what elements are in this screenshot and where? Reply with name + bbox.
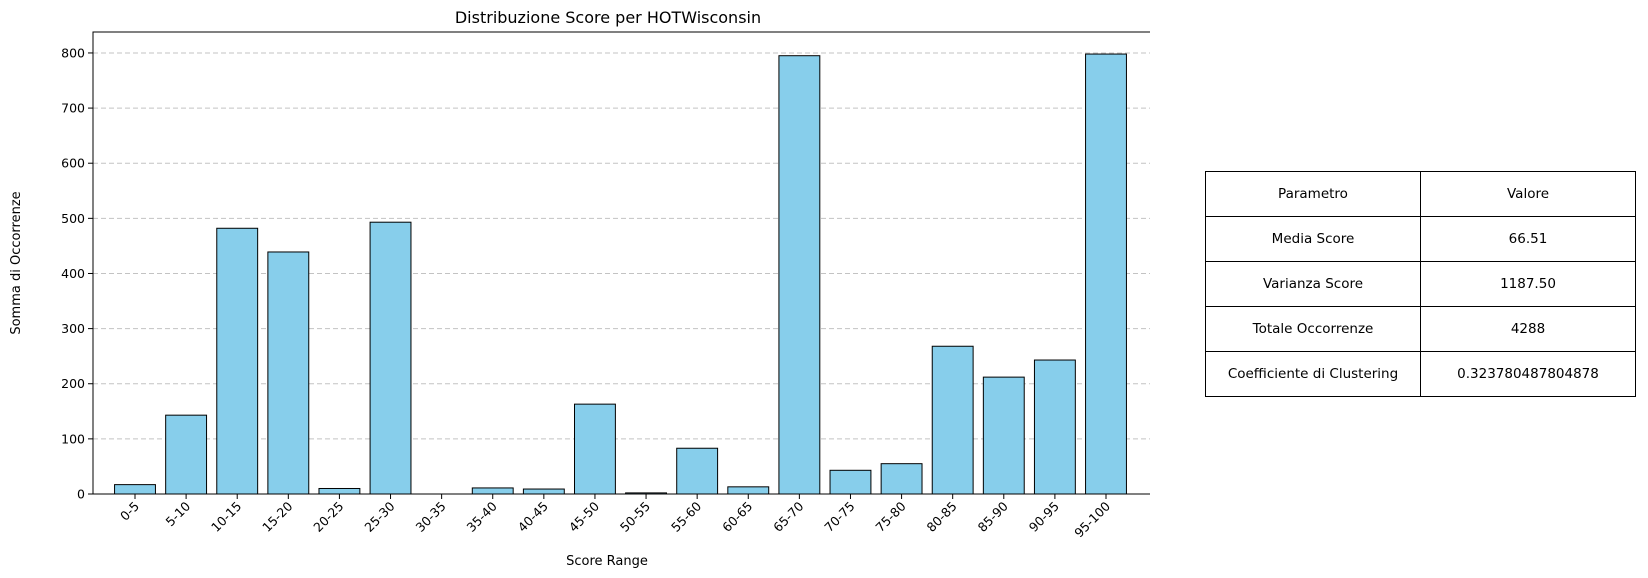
x-tick-label: 25-30 <box>361 498 397 534</box>
bar-5-10 <box>165 414 208 495</box>
table-cell-param: Media Score <box>1205 216 1421 262</box>
x-tick-label: 95-100 <box>1071 498 1113 540</box>
y-tick-label: 800 <box>61 45 85 60</box>
x-tick-label: 30-35 <box>412 499 448 535</box>
x-axis-ticks: 0-5 5-10 10-15 15-20 20-25 25-30 30-35 35-40 40-… <box>117 494 1113 540</box>
bar-75-80 <box>880 463 923 495</box>
bar-55-60 <box>676 447 719 495</box>
x-tick-label: 85-90 <box>975 498 1011 534</box>
x-tick-label: 90-95 <box>1026 499 1062 535</box>
y-tick-label: 100 <box>61 431 85 446</box>
x-tick-label: 35-40 <box>464 498 500 534</box>
table-row: Totale Occorrenze 4288 <box>1205 306 1636 352</box>
bar-15-20 <box>267 251 310 495</box>
table-header-row: Parametro Valore <box>1205 171 1636 217</box>
bar-60-65 <box>727 486 770 495</box>
x-tick-label: 55-60 <box>668 498 704 534</box>
table-cell-param: Totale Occorrenze <box>1205 306 1421 352</box>
table-row: Media Score 66.51 <box>1205 216 1636 262</box>
bar-45-50 <box>574 403 616 495</box>
table-cell-value: 0.323780487804878 <box>1420 351 1636 397</box>
x-tick-label: 5-10 <box>163 498 194 529</box>
bar-10-15 <box>216 227 259 495</box>
bar-20-25 <box>318 487 361 495</box>
y-tick-label: 700 <box>61 101 85 116</box>
bar-40-45 <box>522 488 565 495</box>
chart-title: Distribuzione Score per HOTWisconsin <box>455 8 761 27</box>
x-tick-label: 80-85 <box>924 499 960 535</box>
x-tick-label: 50-55 <box>617 499 653 535</box>
bar-35-40 <box>471 487 514 495</box>
y-tick-label: 300 <box>61 321 85 336</box>
x-tick-label: 10-15 <box>208 499 244 535</box>
bar-95-100 <box>1085 53 1127 495</box>
bar-80-85 <box>931 345 974 495</box>
table-row: Varianza Score 1187.50 <box>1205 261 1636 307</box>
table-cell-value: 4288 <box>1420 306 1636 352</box>
y-axis-ticks: 0 100 200 300 400 500 600 700 800 <box>61 45 93 502</box>
y-tick-label: 400 <box>61 266 85 281</box>
table-header-parametro: Parametro <box>1205 171 1421 217</box>
table-header-valore: Valore <box>1420 171 1636 217</box>
x-tick-label: 15-20 <box>259 498 295 534</box>
bar-70-75 <box>829 469 872 495</box>
table-cell-value: 66.51 <box>1420 216 1636 262</box>
bar-85-90 <box>982 376 1025 495</box>
table-cell-param: Varianza Score <box>1205 261 1421 307</box>
table-row: Coefficiente di Clustering 0.32378048780… <box>1205 351 1636 397</box>
stats-table: Parametro Valore Media Score 66.51 Varia… <box>1205 171 1636 397</box>
y-axis-label: Somma di Occorrenze <box>9 191 24 334</box>
x-tick-label: 60-65 <box>719 499 755 535</box>
bar-25-30 <box>369 221 412 495</box>
bar-65-70 <box>778 55 821 495</box>
y-tick-label: 500 <box>61 211 85 226</box>
y-tick-label: 0 <box>77 487 85 502</box>
x-tick-label: 45-50 <box>566 498 602 534</box>
y-tick-label: 200 <box>61 376 85 391</box>
bar-chart: Distribuzione Score per HOTWisconsin 0 10… <box>9 8 1150 569</box>
x-tick-label: 20-25 <box>310 499 346 535</box>
bars <box>114 53 1127 495</box>
x-tick-label: 0-5 <box>117 499 142 524</box>
x-tick-label: 40-45 <box>515 499 551 535</box>
table-cell-param: Coefficiente di Clustering <box>1205 351 1421 397</box>
y-tick-label: 600 <box>61 156 85 171</box>
plot-frame <box>92 31 1150 495</box>
x-tick-label: 75-80 <box>872 498 908 534</box>
x-axis-label: Score Range <box>566 554 648 569</box>
x-tick-label: 70-75 <box>821 499 857 535</box>
bar-90-95 <box>1033 359 1076 495</box>
table-cell-value: 1187.50 <box>1420 261 1636 307</box>
x-tick-label: 65-70 <box>770 498 806 534</box>
bar-0-5 <box>114 484 156 495</box>
